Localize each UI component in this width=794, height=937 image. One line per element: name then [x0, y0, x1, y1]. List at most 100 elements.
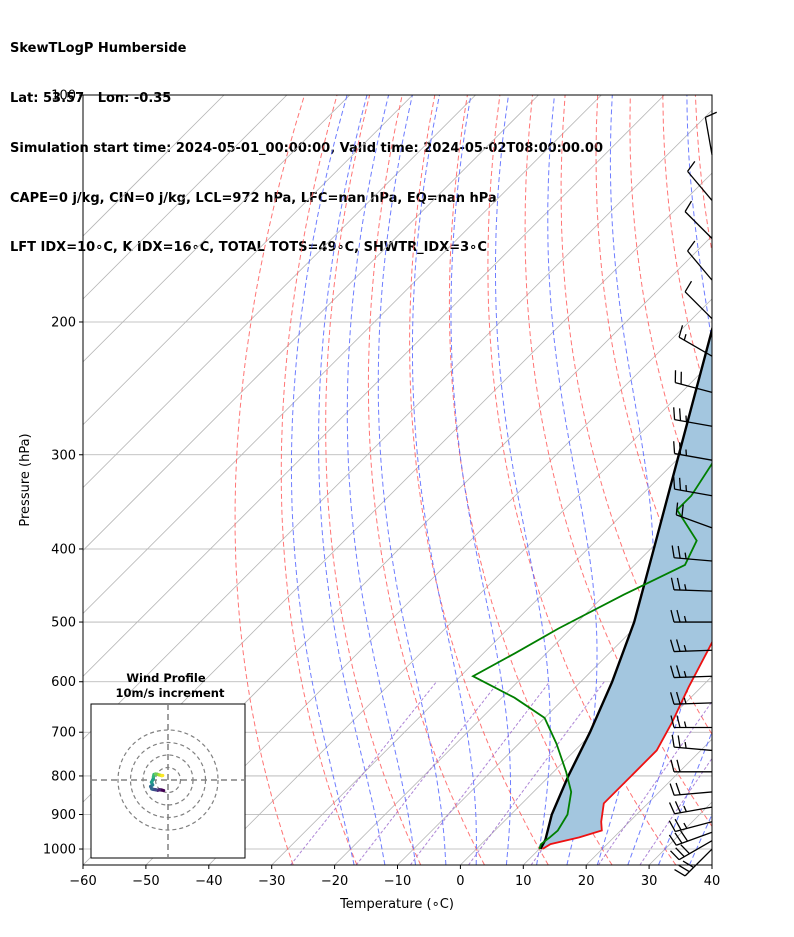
barb-flag: [669, 639, 675, 652]
barb-flag: [678, 408, 682, 421]
dry-adiabat: [234, 95, 305, 865]
barb-staff: [674, 791, 713, 796]
wind-barb: [670, 759, 712, 773]
isotherm-line: [208, 361, 712, 865]
cape-cin-fill: [540, 329, 712, 849]
barb-half-flag: [684, 741, 687, 749]
moist-adiabat: [377, 95, 447, 865]
barb-flag: [670, 577, 675, 590]
dry-adiabat: [448, 95, 613, 865]
barb-staff: [674, 557, 713, 562]
barb-flag: [675, 847, 685, 858]
isotherm-line: [271, 424, 712, 865]
wind-barb: [675, 502, 713, 529]
x-tick-label: −10: [384, 874, 411, 889]
barb-flag: [671, 545, 675, 558]
sounding-profiles: [471, 325, 712, 850]
wind-barb: [671, 545, 713, 562]
wind-barb: [674, 370, 713, 394]
barb-flag: [668, 820, 676, 832]
barb-flag: [674, 818, 682, 831]
barb-flag: [674, 801, 682, 813]
wind-barb: [671, 734, 713, 752]
cin-area: [540, 329, 712, 849]
y-tick-label: 300: [51, 448, 76, 463]
isotherm-line: [83, 95, 413, 426]
barb-half-flag: [683, 645, 687, 652]
mixing-ratio-line: [409, 681, 550, 865]
barb-flag: [680, 844, 690, 855]
barb-flag: [673, 441, 676, 454]
barb-flag: [705, 111, 717, 118]
x-tick-label: 10: [515, 874, 532, 889]
y-tick-label: 200: [51, 315, 76, 330]
isotherm-line: [83, 109, 712, 740]
barb-flag: [684, 200, 693, 212]
isotherm-line: [334, 487, 712, 865]
dry-adiabat: [409, 95, 549, 865]
x-tick-label: 40: [704, 874, 721, 889]
stability-indices-1: CAPE=0 j/kg, CIN=0 j/kg, LCL=972 hPa, LF…: [10, 190, 497, 206]
barb-flag: [669, 783, 675, 796]
dry-adiabat: [595, 95, 712, 639]
barb-staff: [674, 702, 713, 705]
dry-adiabat: [728, 95, 794, 865]
background-lines: [83, 95, 794, 865]
moist-adiabat: [412, 95, 477, 865]
barb-flag: [676, 759, 681, 772]
barb-flag: [670, 715, 675, 728]
barb-half-flag: [683, 697, 687, 704]
wind-barb: [669, 782, 713, 796]
barb-staff: [675, 381, 713, 394]
dry-adiabat: [280, 95, 358, 865]
barb-flag: [675, 502, 679, 515]
temperature-line: [541, 640, 712, 850]
moist-adiabat: [450, 95, 512, 865]
wind-barb: [687, 240, 713, 281]
barb-flag: [687, 160, 696, 172]
mixing-ratio-line: [355, 681, 499, 865]
wind-barb: [673, 407, 713, 427]
x-tick-label: −50: [132, 874, 159, 889]
barb-flag: [678, 864, 690, 873]
y-tick-label: 800: [51, 769, 76, 784]
wind-barbs: [668, 111, 717, 877]
isotherm-line: [83, 95, 539, 552]
moist-adiabat: [627, 95, 712, 865]
x-axis-label: Temperature (∘C): [339, 897, 454, 912]
hodograph-plot: [91, 704, 245, 858]
barb-flag: [676, 609, 681, 623]
barb-staff: [687, 250, 713, 281]
barb-staff: [676, 831, 713, 846]
wind-barb: [673, 441, 713, 461]
barb-flag: [678, 325, 684, 338]
station-title: SkewTLogP Humberside: [10, 41, 187, 57]
mixing-ratio-line: [639, 757, 712, 865]
barb-flag: [670, 759, 675, 772]
wind-barb: [684, 280, 713, 320]
barb-half-flag: [683, 671, 687, 678]
barb-staff: [704, 117, 713, 155]
y-tick-label: 400: [51, 542, 76, 557]
barb-flag: [684, 280, 693, 293]
barb-half-flag: [683, 615, 687, 623]
wind-barb: [668, 830, 713, 846]
moist-adiabat: [290, 95, 355, 865]
barb-staff: [675, 821, 713, 833]
isotherm-line: [83, 95, 351, 363]
barb-flag: [675, 665, 681, 678]
barb-staff: [678, 336, 713, 357]
barb-staff: [684, 211, 713, 239]
barb-flag: [669, 665, 675, 678]
barb-flag: [670, 850, 680, 861]
wind-barb: [669, 691, 713, 705]
barb-flag: [680, 830, 689, 842]
dry-adiabat: [487, 95, 677, 865]
barb-flag: [673, 476, 676, 490]
barb-half-flag: [683, 805, 687, 812]
isotherm-line: [83, 95, 288, 300]
y-tick-label: 100: [51, 89, 76, 104]
barb-staff: [674, 746, 713, 752]
